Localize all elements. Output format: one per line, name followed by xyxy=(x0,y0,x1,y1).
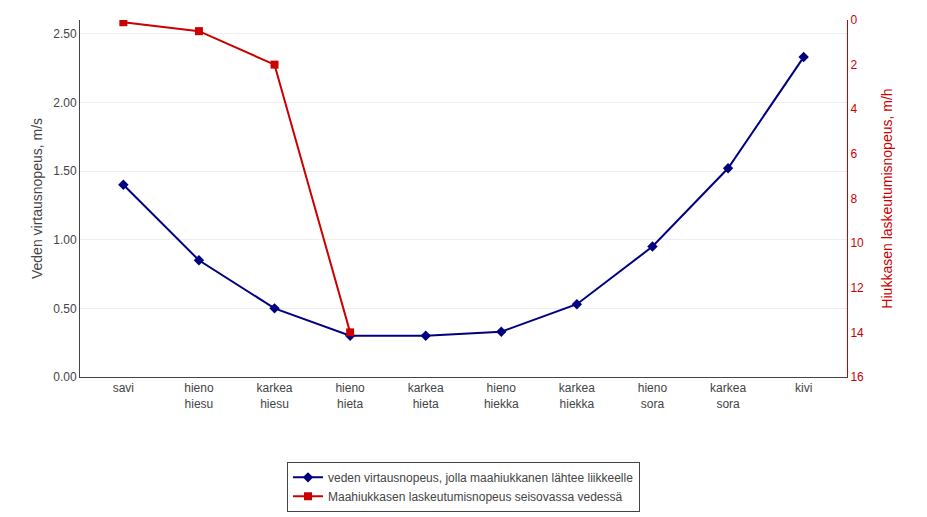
svg-text:1.00: 1.00 xyxy=(53,233,77,247)
svg-text:8: 8 xyxy=(850,192,857,206)
svg-text:1.50: 1.50 xyxy=(53,164,77,178)
svg-text:10: 10 xyxy=(850,236,864,250)
svg-text:karkeahiesu: karkeahiesu xyxy=(257,381,293,411)
svg-text:karkeahiekka: karkeahiekka xyxy=(559,381,595,411)
svg-text:0.50: 0.50 xyxy=(53,302,77,316)
svg-text:0.00: 0.00 xyxy=(53,370,77,384)
svg-text:0: 0 xyxy=(850,13,857,27)
svg-text:2.00: 2.00 xyxy=(53,96,77,110)
svg-text:6: 6 xyxy=(850,147,857,161)
svg-text:hienosora: hienosora xyxy=(638,381,668,411)
svg-text:hienohiesu: hienohiesu xyxy=(184,381,214,411)
svg-text:Maahiukkasen laskeutumisnopeus: Maahiukkasen laskeutumisnopeus seisovass… xyxy=(328,490,622,504)
svg-text:2: 2 xyxy=(850,58,857,72)
svg-text:Veden virtausnopeus, m/s: Veden virtausnopeus, m/s xyxy=(29,118,45,279)
svg-text:14: 14 xyxy=(850,326,864,340)
svg-text:Hiukkasen laskeutumisnopeus, m: Hiukkasen laskeutumisnopeus, m/h xyxy=(879,88,895,308)
svg-text:savi: savi xyxy=(113,381,134,395)
svg-text:16: 16 xyxy=(850,370,864,384)
svg-text:12: 12 xyxy=(850,281,864,295)
svg-text:karkeasora: karkeasora xyxy=(710,381,746,411)
svg-text:4: 4 xyxy=(850,102,857,116)
svg-text:2.50: 2.50 xyxy=(53,27,77,41)
svg-text:hienohieta: hienohieta xyxy=(335,381,365,411)
svg-text:hienohiekka: hienohiekka xyxy=(484,381,519,411)
svg-text:karkeahieta: karkeahieta xyxy=(408,381,444,411)
svg-text:kivi: kivi xyxy=(795,381,812,395)
svg-text:veden virtausnopeus, jolla maa: veden virtausnopeus, jolla maahiukkanen … xyxy=(328,471,633,485)
